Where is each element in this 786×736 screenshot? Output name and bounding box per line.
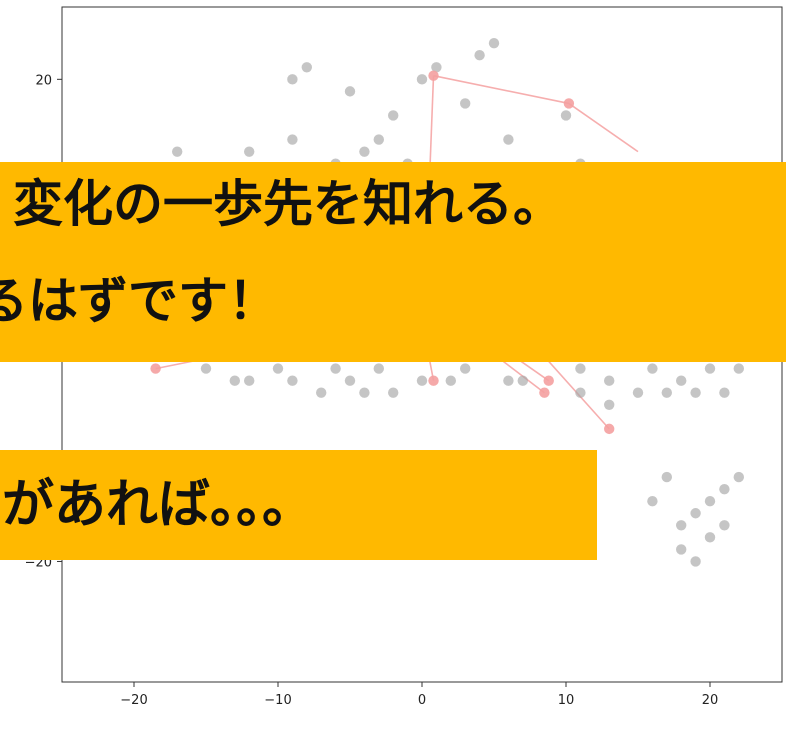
data-point — [503, 375, 514, 386]
data-point — [503, 134, 514, 145]
data-point — [704, 363, 716, 374]
data-point — [287, 74, 298, 85]
data-point — [416, 375, 428, 386]
data-point — [344, 375, 356, 386]
x-axis: −20 −10 0 10 20 — [120, 682, 718, 708]
caption-line-2: るはずです！ — [0, 272, 278, 330]
data-point — [272, 363, 284, 374]
caption-banner-bottom: があれば。。。 — [0, 450, 597, 560]
data-point — [287, 375, 298, 386]
data-point — [575, 363, 586, 374]
data-point — [560, 110, 572, 121]
x-tick-label: −10 — [264, 693, 291, 708]
data-point — [244, 146, 255, 157]
highlight-point — [428, 70, 439, 81]
data-point — [676, 520, 687, 531]
data-point — [676, 544, 687, 555]
data-point — [733, 363, 744, 374]
data-point — [719, 483, 730, 495]
data-point — [460, 363, 471, 374]
highlight-point — [604, 423, 615, 435]
data-point — [359, 387, 370, 398]
data-point — [172, 146, 183, 157]
highlight-point — [539, 387, 550, 398]
data-point — [661, 471, 672, 483]
caption-banner-top: 変化の一歩先を知れる。 るはずです！ — [0, 162, 786, 362]
data-point — [604, 399, 615, 410]
data-point — [229, 375, 240, 386]
data-point — [344, 86, 356, 97]
y-tick-label: 20 — [35, 73, 52, 88]
data-point — [287, 134, 298, 145]
data-point — [330, 363, 341, 374]
data-point — [647, 495, 658, 507]
data-point — [661, 387, 672, 398]
data-point — [704, 495, 716, 507]
data-point — [517, 375, 528, 386]
data-point — [632, 387, 644, 398]
data-point — [575, 387, 586, 398]
data-point — [460, 98, 471, 109]
data-point — [301, 62, 312, 73]
data-point — [704, 532, 716, 543]
x-tick-label: 20 — [702, 693, 719, 708]
data-point — [733, 471, 744, 483]
data-point — [416, 74, 428, 85]
highlight-link — [433, 74, 570, 105]
data-point — [388, 387, 399, 398]
data-point — [488, 37, 500, 49]
data-point — [647, 363, 658, 374]
x-tick-label: 10 — [558, 693, 575, 708]
x-tick-label: 0 — [418, 693, 426, 708]
data-point — [431, 62, 442, 73]
highlight-points — [150, 70, 615, 435]
caption-line-3: があれば。。。 — [2, 475, 315, 535]
data-point — [373, 363, 384, 374]
data-point — [373, 134, 384, 145]
data-point — [388, 110, 399, 121]
data-point — [690, 387, 701, 398]
data-point — [244, 375, 255, 386]
data-point — [719, 520, 730, 531]
x-tick-label: −20 — [120, 693, 147, 708]
highlight-point — [428, 375, 439, 386]
caption-line-1: 変化の一歩先を知れる。 — [13, 175, 563, 233]
highlight-point — [543, 375, 554, 386]
highlight-point — [563, 98, 575, 109]
data-point — [690, 508, 701, 519]
data-point — [690, 556, 701, 567]
data-point — [359, 146, 370, 157]
data-point — [719, 387, 730, 398]
data-point — [200, 363, 212, 374]
data-point — [604, 375, 615, 386]
data-point — [316, 387, 327, 398]
highlight-point — [150, 363, 161, 374]
data-point — [676, 375, 687, 386]
data-point — [445, 375, 456, 386]
highlight-link — [568, 102, 639, 153]
data-point — [474, 50, 485, 61]
